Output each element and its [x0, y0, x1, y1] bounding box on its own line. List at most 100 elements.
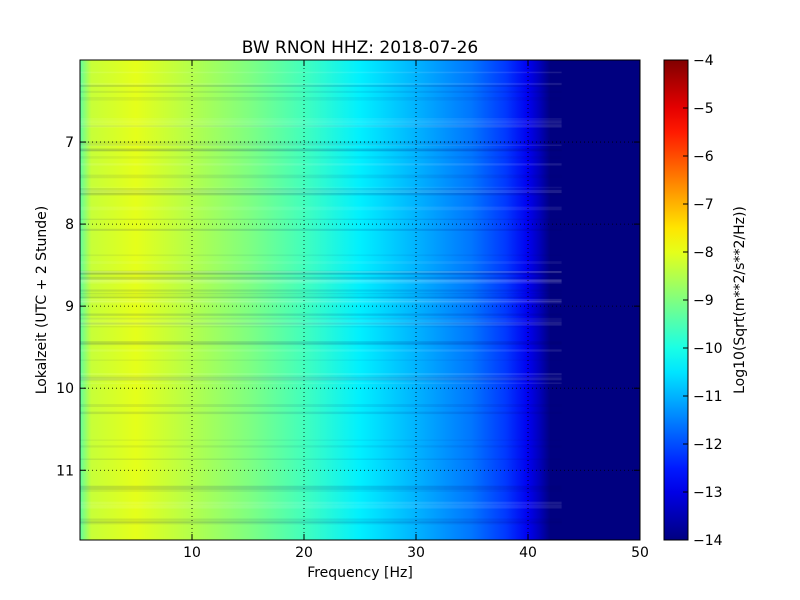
- colorbar-tick-label: −9: [693, 293, 714, 309]
- chart-title: BW RNON HHZ: 2018-07-26: [242, 38, 478, 58]
- x-tick-label: 30: [407, 545, 425, 561]
- time-stripe: [80, 206, 562, 211]
- time-stripe: [80, 163, 562, 166]
- x-tick-label: 40: [519, 545, 537, 561]
- time-stripe: [80, 254, 562, 257]
- time-stripe: [80, 292, 562, 295]
- time-stripe: [80, 445, 562, 448]
- time-stripe: [80, 376, 562, 378]
- time-stripe: [80, 149, 562, 152]
- time-stripe: [80, 298, 562, 302]
- time-stripe: [80, 186, 562, 189]
- grid-lines: [80, 60, 640, 540]
- time-stripe: [80, 125, 562, 127]
- time-stripe: [80, 377, 562, 381]
- time-stripe: [80, 295, 562, 299]
- time-stripes: [80, 71, 562, 525]
- time-stripe: [80, 289, 562, 292]
- time-stripe: [80, 261, 562, 264]
- y-tick-label: 11: [56, 463, 74, 479]
- time-stripe: [80, 375, 562, 377]
- x-tick-label: 20: [295, 545, 313, 561]
- time-stripe: [80, 271, 562, 273]
- time-stripe: [80, 156, 562, 159]
- time-stripe: [80, 271, 562, 274]
- x-tick-label: 10: [183, 545, 201, 561]
- time-stripe: [80, 118, 562, 121]
- time-stripe: [80, 124, 562, 128]
- time-stripe: [80, 342, 562, 346]
- colorbar-ticks: −4 −5 −6 −7 −8 −9 −10 −11 −12 −13 −14: [683, 53, 723, 549]
- colorbar-label: Log10(Sqrt(m**2/s**2/Hz)): [732, 206, 748, 394]
- time-stripe: [80, 189, 562, 194]
- time-stripe: [80, 317, 562, 320]
- time-stripe: [80, 439, 562, 441]
- time-stripe: [80, 192, 562, 195]
- y-axis: 7 8 9 10 11: [56, 135, 640, 479]
- colorbar-tick-label: −7: [693, 197, 714, 213]
- plot-area: 10 20 30 40 50 7 8 9 10 11: [56, 59, 649, 561]
- time-stripe: [80, 82, 562, 86]
- y-tick-label: 8: [65, 217, 74, 233]
- time-stripe: [80, 297, 562, 299]
- time-stripe: [80, 84, 562, 87]
- y-axis-label: Lokalzeit (UTC + 2 Stunde): [34, 206, 50, 395]
- time-stripe: [80, 97, 562, 101]
- x-axis-label: Frequency [Hz]: [307, 565, 413, 581]
- colorbar-tick-label: −6: [693, 149, 714, 165]
- time-stripe: [80, 148, 562, 152]
- time-stripe: [80, 141, 562, 143]
- time-stripe: [80, 322, 562, 325]
- time-stripe: [80, 501, 562, 505]
- time-stripe: [80, 521, 562, 525]
- x-tick-label: 50: [631, 545, 649, 561]
- time-stripe: [80, 458, 562, 460]
- time-stripe: [80, 317, 562, 322]
- time-stripe: [80, 120, 562, 124]
- time-stripe: [80, 373, 562, 376]
- colorbar-tick-label: −11: [693, 389, 723, 405]
- time-stripe: [80, 504, 562, 509]
- time-stripe: [80, 272, 562, 276]
- colorbar-tick-label: −4: [693, 53, 714, 69]
- time-stripe: [80, 489, 562, 492]
- time-stripe: [80, 218, 562, 220]
- time-stripe: [80, 359, 562, 361]
- y-tick-label: 7: [65, 135, 74, 151]
- time-stripe: [80, 71, 562, 74]
- colorbar-tick-label: −14: [693, 533, 723, 549]
- colorbar-tick-label: −13: [693, 485, 723, 501]
- time-stripe: [80, 141, 562, 146]
- time-stripe: [80, 276, 562, 280]
- time-stripe: [80, 313, 562, 316]
- time-stripe: [80, 382, 562, 384]
- time-stripe: [80, 90, 562, 93]
- time-stripe: [80, 404, 562, 407]
- time-stripe: [80, 188, 562, 192]
- time-stripe: [80, 279, 562, 283]
- colorbar-tick-label: −10: [693, 341, 723, 357]
- y-tick-label: 9: [65, 299, 74, 315]
- time-stripe: [80, 341, 562, 344]
- time-stripe: [80, 192, 562, 196]
- time-stripe: [80, 377, 562, 381]
- colorbar-tick-label: −12: [693, 437, 723, 453]
- x-axis: 10 20 30 40 50: [183, 60, 649, 561]
- plot-frame: [79, 59, 641, 541]
- time-stripe: [80, 520, 562, 524]
- time-stripe: [80, 485, 562, 490]
- time-stripe: [80, 301, 562, 304]
- colorbar-tick-label: −8: [693, 245, 714, 261]
- time-stripe: [80, 411, 562, 415]
- time-stripe: [80, 279, 562, 282]
- colorbar-tick-label: −5: [693, 101, 714, 117]
- time-stripe: [80, 174, 562, 179]
- time-stripe: [80, 349, 562, 352]
- time-stripe: [80, 280, 562, 284]
- time-stripe: [80, 121, 562, 125]
- y-tick-label: 10: [56, 381, 74, 397]
- time-stripe: [80, 321, 562, 326]
- time-stripe: [80, 270, 562, 275]
- time-stripe: [80, 144, 562, 146]
